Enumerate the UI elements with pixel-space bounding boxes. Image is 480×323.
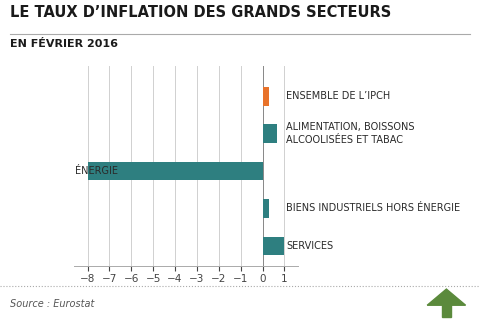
Text: LE TAUX D’INFLATION DES GRANDS SECTEURS: LE TAUX D’INFLATION DES GRANDS SECTEURS <box>10 5 391 20</box>
Text: ENSEMBLE DE L’IPCH: ENSEMBLE DE L’IPCH <box>286 91 390 101</box>
Bar <box>263 199 269 218</box>
Bar <box>87 162 263 180</box>
Text: BIENS INDUSTRIELS HORS ÉNERGIE: BIENS INDUSTRIELS HORS ÉNERGIE <box>286 203 460 214</box>
Text: ALIMENTATION, BOISSONS
ALCOOLISÉES ET TABAC: ALIMENTATION, BOISSONS ALCOOLISÉES ET TA… <box>286 122 415 145</box>
Text: SERVICES: SERVICES <box>286 241 333 251</box>
Bar <box>442 305 451 317</box>
Text: ÉNERGIE: ÉNERGIE <box>75 166 119 176</box>
Bar <box>263 236 285 255</box>
Text: Source : Eurostat: Source : Eurostat <box>10 299 94 309</box>
Text: EN FÉVRIER 2016: EN FÉVRIER 2016 <box>10 39 118 49</box>
Bar <box>263 124 277 143</box>
Bar <box>263 87 269 106</box>
Polygon shape <box>427 289 466 305</box>
